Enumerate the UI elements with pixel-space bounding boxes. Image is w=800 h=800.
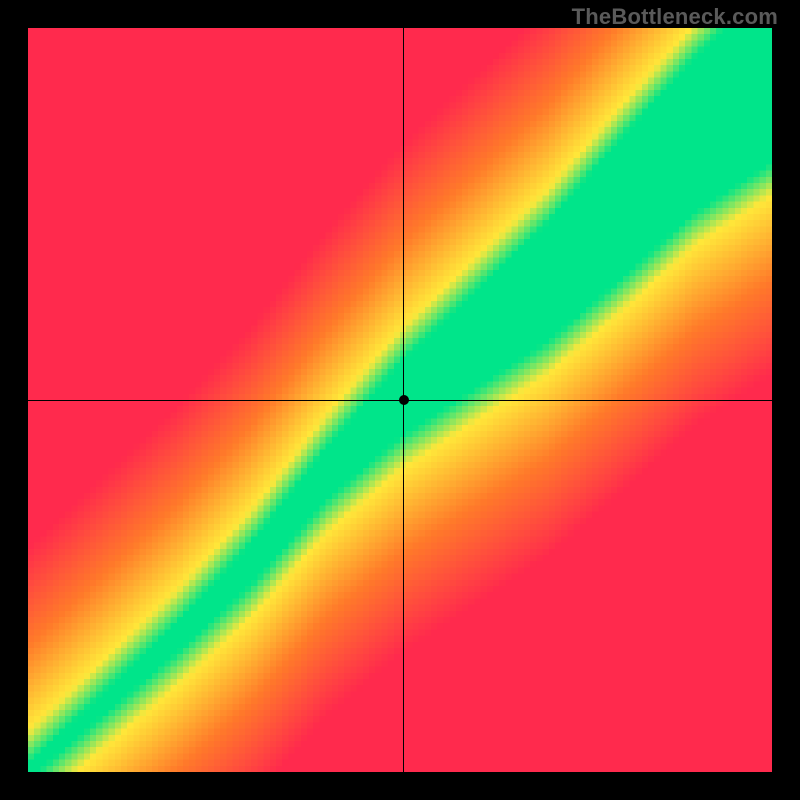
chart-container: TheBottleneck.com bbox=[0, 0, 800, 800]
watermark-text: TheBottleneck.com bbox=[572, 4, 778, 30]
crosshair-marker-dot bbox=[399, 395, 409, 405]
